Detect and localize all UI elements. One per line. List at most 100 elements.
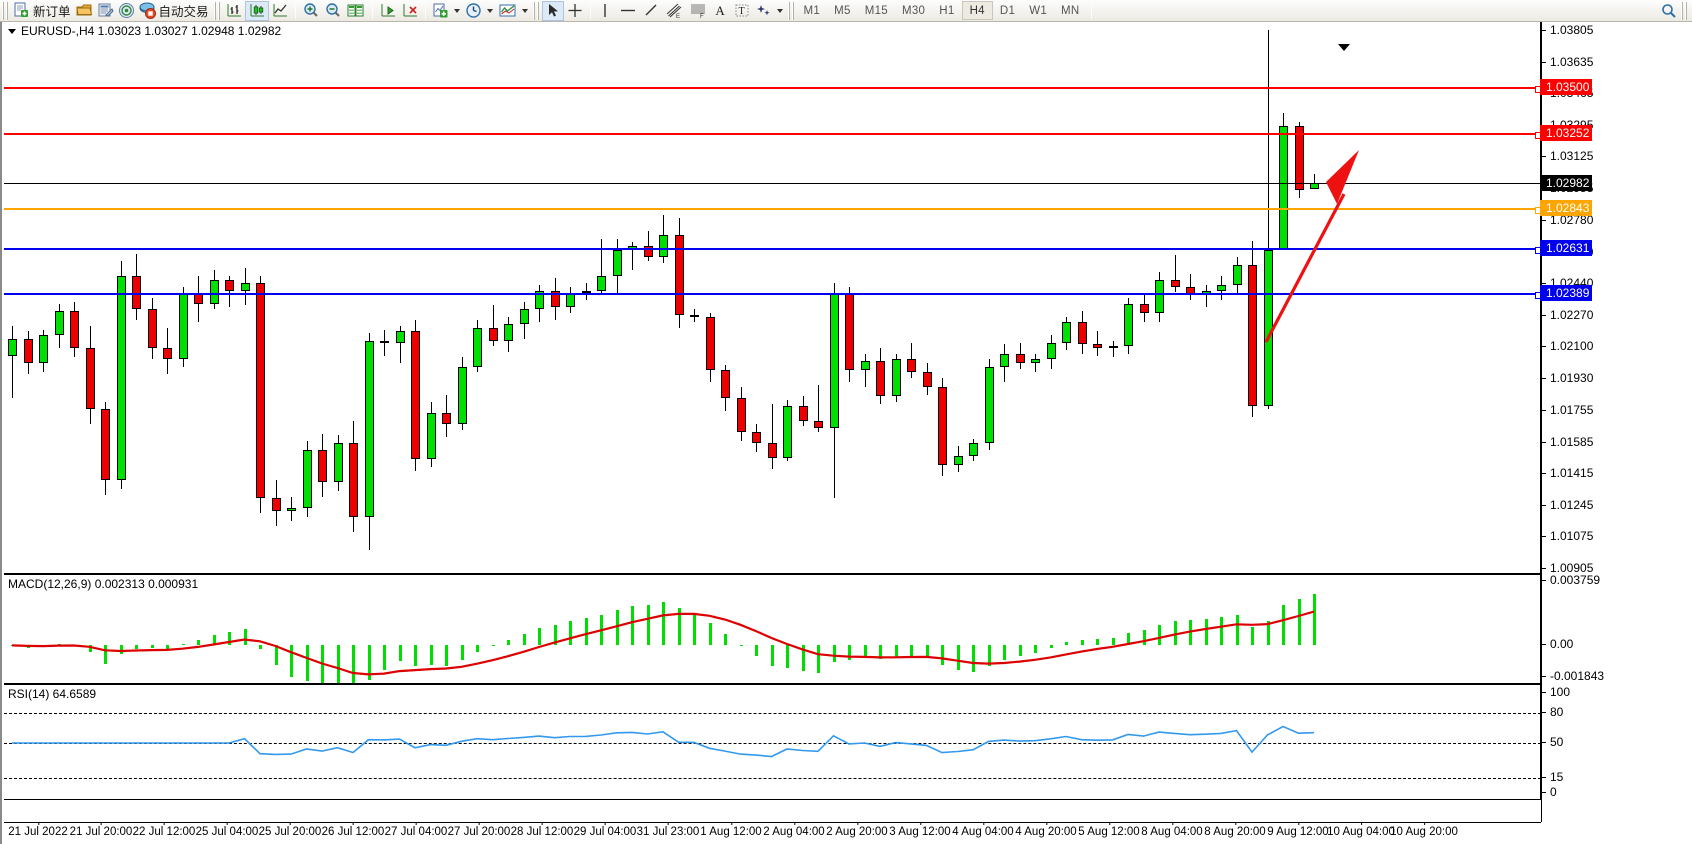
- cursor-tool[interactable]: [541, 0, 564, 21]
- level-line-support-1[interactable]: [4, 246, 1540, 254]
- macd-histogram-bar: [275, 645, 278, 665]
- level-line-handle[interactable]: [1535, 291, 1540, 299]
- timeframe-d1[interactable]: D1: [999, 4, 1016, 17]
- toolbar-grip-2[interactable]: [213, 1, 221, 20]
- candle-body: [1278, 125, 1288, 250]
- autotrading-label[interactable]: 自动交易: [158, 5, 209, 19]
- auto-scroll-button[interactable]: [377, 1, 399, 21]
- search-button[interactable]: [1658, 1, 1679, 21]
- text-tool[interactable]: A: [710, 1, 731, 21]
- zoom-in-button[interactable]: [300, 1, 322, 21]
- line-chart-button[interactable]: [269, 1, 291, 21]
- add-indicator-button[interactable]: [430, 1, 452, 21]
- support-label-1[interactable]: 1.02631: [1540, 239, 1593, 256]
- toolbar-grip-4[interactable]: [787, 1, 795, 20]
- level-line-handle[interactable]: [1535, 246, 1540, 254]
- price-plot-area[interactable]: [4, 22, 1540, 573]
- timeframe-m30[interactable]: M30: [901, 4, 926, 17]
- level-line-pivot[interactable]: [4, 207, 1540, 215]
- level-line-current-price[interactable]: [4, 182, 1540, 184]
- toolbar-grip-3[interactable]: [532, 1, 540, 20]
- chevron-down-icon[interactable]: [8, 28, 16, 34]
- timeframe-m5[interactable]: M5: [834, 4, 851, 17]
- symbol-header[interactable]: EURUSD-,H4 1.03023 1.03027 1.02948 1.029…: [8, 24, 281, 38]
- toolbar-separator-1: [294, 2, 296, 19]
- rsi-scale-tick: 15: [1542, 770, 1563, 784]
- timeframe-w1[interactable]: W1: [1029, 4, 1048, 17]
- objects-tool[interactable]: [753, 1, 775, 21]
- candle-body: [922, 372, 932, 388]
- level-line-resistance-1[interactable]: [4, 85, 1540, 93]
- price-scale[interactable]: 1.038051.036351.034651.032951.031251.029…: [1540, 22, 1692, 822]
- chart-window[interactable]: EURUSD-,H4 1.03023 1.03027 1.02948 1.029…: [0, 22, 1692, 844]
- macd-histogram-bar: [724, 634, 727, 646]
- objects-dropdown[interactable]: [775, 1, 786, 21]
- timeframe-h1[interactable]: H1: [939, 4, 955, 17]
- candle-body: [674, 234, 684, 315]
- horizontal-line-tool[interactable]: [616, 1, 640, 21]
- macd-header[interactable]: MACD(12,26,9) 0.002313 0.000931: [8, 577, 199, 591]
- svg-text:F: F: [700, 14, 704, 19]
- toolbar-grip-right[interactable]: [1681, 1, 1688, 20]
- time-scale[interactable]: 21 Jul 2022 21 Jul 20:00 22 Jul 12:00 25 Ju…: [4, 822, 1541, 844]
- symbol-header-text: EURUSD-,H4 1.03023 1.03027 1.02948 1.029…: [21, 24, 282, 38]
- level-line-support-2[interactable]: [4, 291, 1540, 299]
- period-dropdown[interactable]: [485, 1, 496, 21]
- chart-shift-button[interactable]: [399, 1, 421, 21]
- signals-button[interactable]: [116, 1, 137, 21]
- pivot-label[interactable]: 1.02843: [1540, 200, 1593, 217]
- tile-windows-button[interactable]: [344, 1, 368, 21]
- timeframe-mn[interactable]: MN: [1061, 4, 1080, 17]
- macd-histogram-bar: [461, 645, 464, 661]
- resistance-label-1[interactable]: 1.03500: [1540, 78, 1593, 95]
- fibonacci-tool[interactable]: F: [686, 1, 710, 21]
- crosshair-tool[interactable]: [564, 1, 586, 21]
- current-price-label[interactable]: 1.02982: [1540, 174, 1593, 191]
- new-order-button[interactable]: [11, 1, 32, 21]
- main-toolbar[interactable]: 新订单 自动交易: [0, 0, 1692, 22]
- new-order-label[interactable]: 新订单: [33, 5, 71, 19]
- candle-body: [689, 314, 699, 317]
- price-pane[interactable]: EURUSD-,H4 1.03023 1.03027 1.02948 1.029…: [4, 22, 1541, 574]
- support-label-2[interactable]: 1.02389: [1540, 284, 1593, 301]
- candlestick-chart-button[interactable]: [244, 0, 269, 21]
- macd-plot-area[interactable]: [4, 575, 1540, 683]
- rsi-pane[interactable]: RSI(14) 64.6589: [4, 684, 1541, 800]
- vertical-line-tool[interactable]: [595, 1, 616, 21]
- macd-histogram-bar: [135, 645, 138, 649]
- candle-body: [891, 359, 901, 397]
- time-tick: 10 Aug 20:00: [1390, 822, 1458, 838]
- level-line-resistance-2[interactable]: [4, 131, 1540, 139]
- resistance-label-2[interactable]: 1.03252: [1540, 124, 1593, 141]
- level-line-handle[interactable]: [1535, 131, 1540, 139]
- metaeditor-button[interactable]: [95, 1, 116, 21]
- level-line-handle[interactable]: [1535, 207, 1540, 215]
- autotrading-icon: [139, 2, 156, 19]
- rsi-plot-area[interactable]: [4, 685, 1540, 799]
- magnifier-icon: [1661, 3, 1676, 18]
- add-indicator-dropdown[interactable]: [452, 1, 463, 21]
- label-tool[interactable]: T: [731, 1, 753, 21]
- timeframe-m15[interactable]: M15: [864, 4, 888, 17]
- level-line-handle[interactable]: [1535, 85, 1540, 93]
- candle-wick: [1097, 331, 1098, 356]
- crosshair-icon: [568, 4, 582, 17]
- equidistant-channel-tool[interactable]: E: [662, 1, 686, 21]
- macd-pane[interactable]: MACD(12,26,9) 0.002313 0.000931: [4, 574, 1541, 684]
- autotrading-button[interactable]: [137, 1, 158, 21]
- bar-chart-button[interactable]: [223, 1, 245, 21]
- candle-body: [860, 361, 870, 371]
- toolbar-grip[interactable]: [2, 1, 9, 20]
- templates-button[interactable]: [496, 1, 520, 21]
- timeframe-h4[interactable]: H4: [961, 1, 993, 20]
- timeframe-m1[interactable]: M1: [803, 4, 821, 17]
- templates-dropdown[interactable]: [520, 1, 531, 21]
- price-tick: 1.02270: [1542, 308, 1593, 322]
- macd-histogram-bar: [988, 645, 991, 667]
- expert-advisors-button[interactable]: [74, 1, 95, 21]
- macd-histogram-bar: [879, 645, 882, 660]
- zoom-out-button[interactable]: [322, 1, 344, 21]
- trendline-tool[interactable]: [640, 1, 662, 21]
- period-button[interactable]: [463, 1, 485, 21]
- rsi-header[interactable]: RSI(14) 64.6589: [8, 687, 97, 701]
